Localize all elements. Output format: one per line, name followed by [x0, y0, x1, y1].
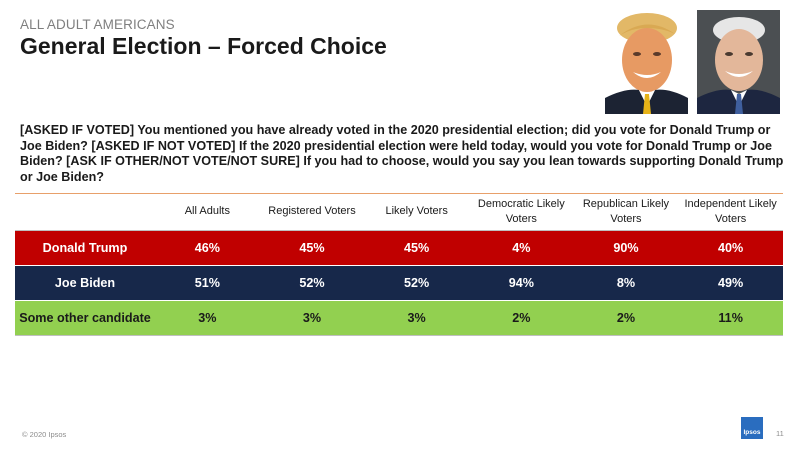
table-cell: 3% [259, 300, 365, 336]
column-header-republican-likely-voters: Republican Likely Voters [573, 194, 679, 231]
table-cell: 2% [573, 300, 679, 336]
column-header-blank [15, 194, 155, 231]
table-cell: 40% [678, 230, 783, 266]
table-cell: 45% [259, 230, 365, 266]
column-header-independent-likely-voters: Independent Likely Voters [678, 194, 783, 231]
table-row-some-other-candidate: Some other candidate 3% 3% 3% 2% 2% 11% [15, 300, 783, 336]
biden-portrait-illustration [697, 10, 780, 114]
page-number: 11 [776, 429, 784, 438]
survey-question: [ASKED IF VOTED] You mentioned you have … [20, 123, 784, 184]
table-row-donald-trump: Donald Trump 46% 45% 45% 4% 90% 40% [15, 230, 783, 266]
table-cell: 8% [573, 265, 679, 301]
ipsos-logo: Ipsos [741, 417, 763, 439]
row-label: Joe Biden [15, 265, 155, 301]
table-cell: 52% [259, 265, 365, 301]
trump-portrait-illustration [605, 10, 688, 114]
table-cell: 46% [155, 230, 260, 266]
table-cell: 49% [678, 265, 783, 301]
table-cell: 52% [364, 265, 469, 301]
column-header-likely-voters: Likely Voters [364, 194, 469, 231]
trump-portrait-image [605, 10, 688, 114]
row-label: Donald Trump [15, 230, 155, 266]
column-header-all-adults: All Adults [155, 194, 260, 231]
divider-rule [15, 193, 783, 194]
table-cell: 4% [468, 230, 574, 266]
column-header-democratic-likely-voters: Democratic Likely Voters [468, 194, 574, 231]
slide-subtitle: ALL ADULT AMERICANS [20, 17, 175, 32]
table-cell: 2% [468, 300, 574, 336]
table-cell: 3% [155, 300, 260, 336]
copyright-text: © 2020 Ipsos [22, 430, 67, 439]
table-cell: 94% [468, 265, 574, 301]
table-cell: 45% [364, 230, 469, 266]
table-cell: 90% [573, 230, 679, 266]
row-label: Some other candidate [15, 300, 155, 336]
column-header-registered-voters: Registered Voters [259, 194, 365, 231]
table-row-joe-biden: Joe Biden 51% 52% 52% 94% 8% 49% [15, 265, 783, 301]
table-header-row: All Adults Registered Voters Likely Vote… [15, 194, 783, 231]
table-cell: 11% [678, 300, 783, 336]
table-cell: 3% [364, 300, 469, 336]
results-table: All Adults Registered Voters Likely Vote… [15, 194, 783, 336]
table-cell: 51% [155, 265, 260, 301]
slide-title: General Election – Forced Choice [20, 33, 387, 59]
biden-portrait-image [697, 10, 780, 114]
